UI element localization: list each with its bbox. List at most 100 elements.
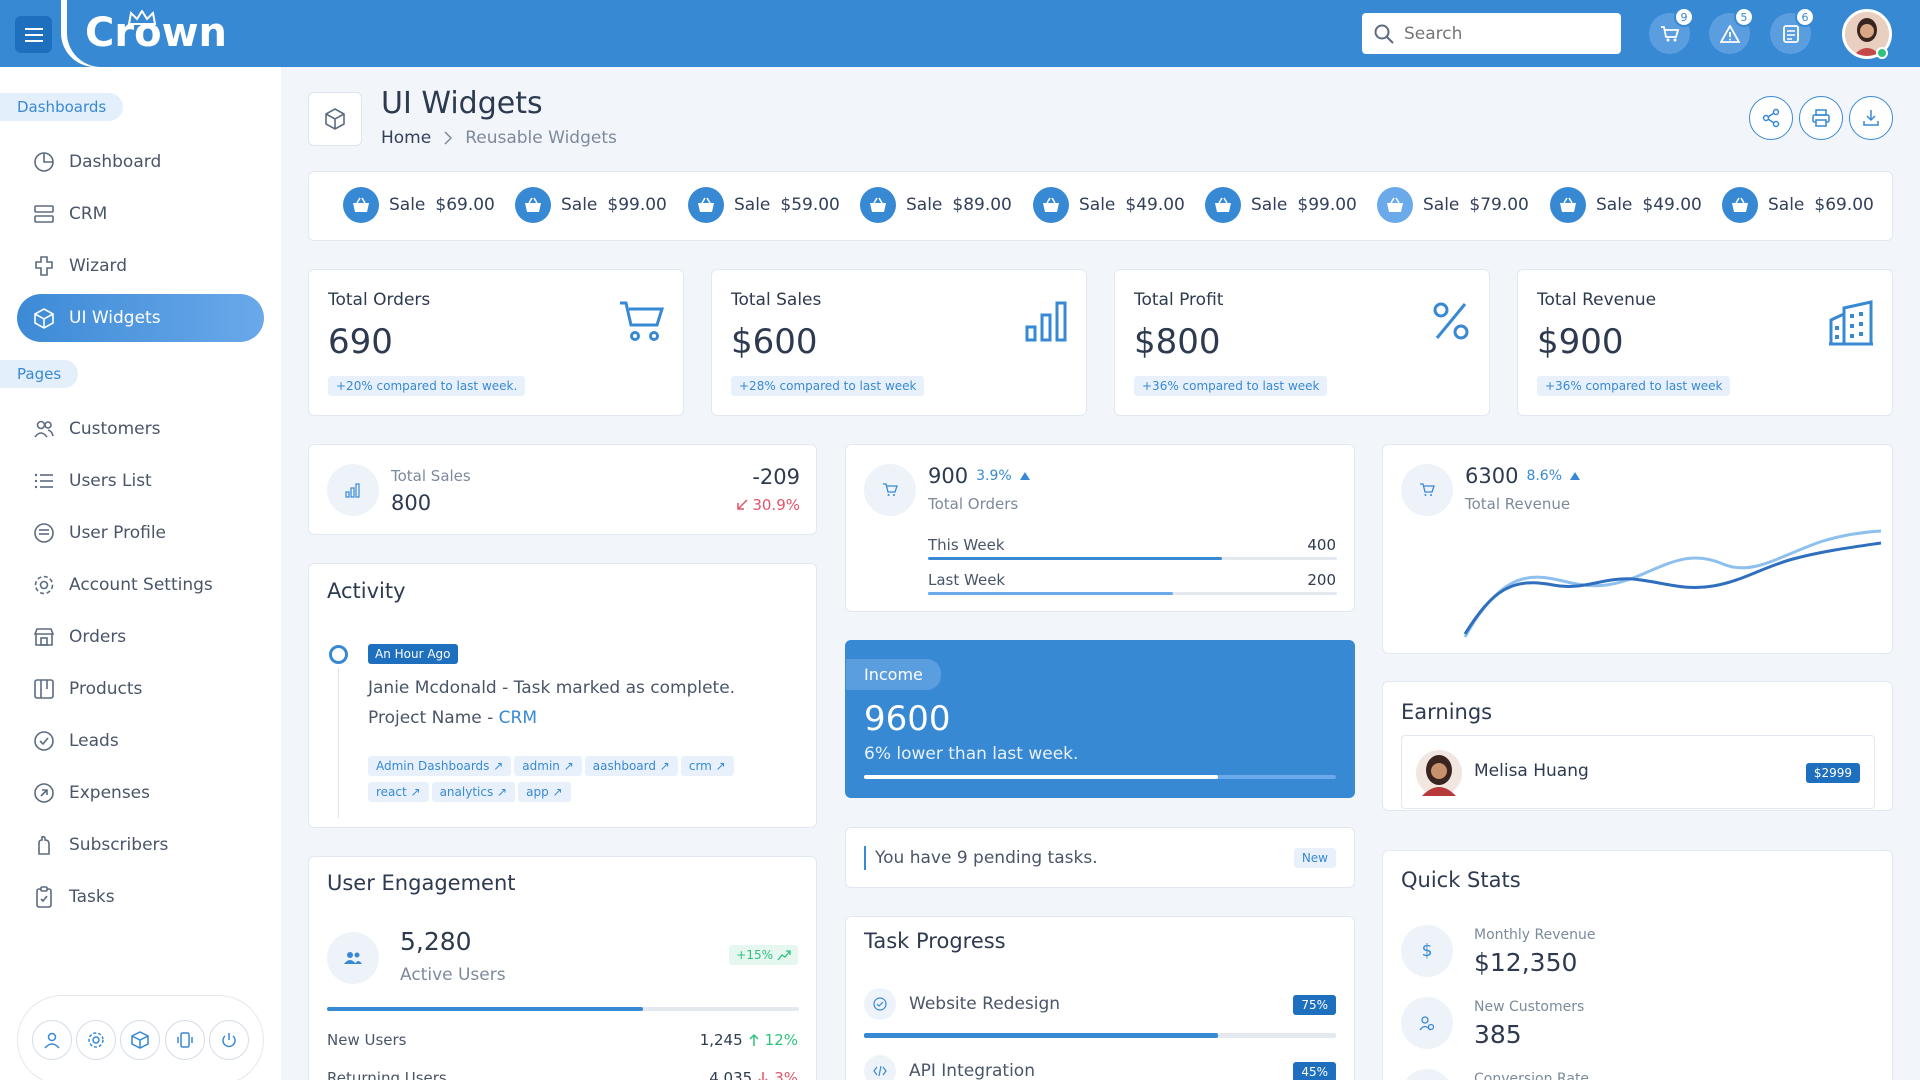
activity-project-label: Project Name - <box>368 708 499 728</box>
app-logo[interactable]: Crown <box>85 10 227 56</box>
sale-item[interactable]: Sale $99.00 <box>1205 187 1357 223</box>
sidebar-item-wizard[interactable]: Wizard <box>17 242 264 290</box>
gear-icon <box>34 575 54 595</box>
activity-tag[interactable]: crm ↗ <box>680 756 734 776</box>
settings-button[interactable] <box>76 1020 117 1060</box>
earnings-row[interactable]: Melisa Huang $2999 <box>1401 735 1875 809</box>
cart-button[interactable]: 9 <box>1649 7 1694 54</box>
activity-project-link[interactable]: CRM <box>498 708 538 728</box>
engagement-pct: +15% <box>736 948 773 962</box>
gear-icon <box>88 1032 105 1048</box>
power-button[interactable] <box>208 1020 249 1060</box>
basket-icon-wrap <box>1033 187 1069 223</box>
sale-item[interactable]: Sale $99.00 <box>515 187 667 223</box>
printer-icon <box>1812 109 1830 127</box>
sale-item[interactable]: Sale $69.00 <box>343 187 495 223</box>
basket-icon <box>1387 197 1403 212</box>
breadcrumb-home[interactable]: Home <box>381 128 432 148</box>
sparkline-series-dark <box>1463 541 1882 635</box>
download-button[interactable] <box>1849 96 1893 140</box>
sidebar-item-leads[interactable]: Leads <box>17 717 264 765</box>
triangle-up-icon <box>1019 472 1030 480</box>
activity-time-badge: An Hour Ago <box>368 644 458 664</box>
revenue-pct: 8.6% <box>1526 468 1563 484</box>
orders-pct: 3.9% <box>976 468 1012 484</box>
orders-value-row: 900 3.9% <box>928 464 1030 488</box>
task-icon-wrap <box>864 988 896 1020</box>
search-box[interactable] <box>1362 13 1621 54</box>
sidebar-item-subscribers[interactable]: Subscribers <box>17 821 264 869</box>
sidebar-item-label: Users List <box>69 471 152 491</box>
task-progress-fill <box>864 1033 1218 1038</box>
sale-label: Sale <box>1423 195 1460 215</box>
sidebar-item-dashboard[interactable]: Dashboard <box>17 138 264 186</box>
sale-item[interactable]: Sale $69.00 <box>1722 187 1874 223</box>
sidebar-item-users-list[interactable]: Users List <box>17 457 264 505</box>
search-input[interactable] <box>1404 23 1594 44</box>
sale-item[interactable]: Sale $89.00 <box>860 187 1012 223</box>
earner-avatar <box>1416 750 1462 796</box>
top-bar: Crown 9 5 6 <box>0 0 1920 67</box>
sale-item[interactable]: Sale $59.00 <box>688 187 840 223</box>
sidebar-item-expenses[interactable]: Expenses <box>17 769 264 817</box>
cart-icon <box>883 483 898 496</box>
sale-label: Sale <box>1079 195 1116 215</box>
sidebar-item-products[interactable]: Products <box>17 665 264 713</box>
sale-label: Sale <box>1596 195 1633 215</box>
stat-value: $600 <box>731 322 818 362</box>
profile-button[interactable] <box>32 1020 73 1060</box>
engagement-pct-badge: +15% <box>729 945 798 965</box>
stat-title: Total Sales <box>731 290 822 310</box>
sale-value: $79.00 <box>1469 195 1529 215</box>
sidebar-item-customers[interactable]: Customers <box>17 405 264 453</box>
vibrate-button[interactable] <box>164 1020 205 1060</box>
task-label: API Integration <box>909 1061 1035 1080</box>
sidebar-item-crm[interactable]: CRM <box>17 190 264 238</box>
sale-item[interactable]: Sale $49.00 <box>1033 187 1185 223</box>
sale-item[interactable]: Sale $49.00 <box>1550 187 1702 223</box>
menu-toggle-button[interactable] <box>15 16 52 53</box>
chevron-right-icon <box>444 131 453 145</box>
store-icon <box>33 628 55 646</box>
sale-value: $59.00 <box>780 195 840 215</box>
sidebar-item-label: Products <box>69 679 143 699</box>
logo-area <box>67 0 277 67</box>
basket-icon-wrap <box>1205 187 1241 223</box>
widgets-button[interactable] <box>120 1020 161 1060</box>
activity-tag[interactable]: app ↗ <box>518 782 571 802</box>
sidebar-item-ui-widgets[interactable]: UI Widgets <box>17 294 264 342</box>
sale-value: $99.00 <box>607 195 667 215</box>
income-progress <box>864 775 1336 779</box>
profile-icon <box>34 523 54 543</box>
sidebar-item-orders[interactable]: Orders <box>17 613 264 661</box>
activity-tag[interactable]: analytics ↗ <box>431 782 516 802</box>
mini-sales-card: Total Sales 800 -209 30.9% <box>308 444 817 535</box>
task-icon-wrap <box>864 1055 896 1080</box>
task-progress-bar <box>864 1033 1336 1038</box>
activity-tag[interactable]: aashboard ↗ <box>584 756 678 776</box>
task-label: Website Redesign <box>909 994 1061 1014</box>
activity-tag[interactable]: Admin Dashboards ↗ <box>368 756 512 776</box>
alerts-button[interactable]: 5 <box>1709 7 1754 54</box>
sidebar-item-account-settings[interactable]: Account Settings <box>17 561 264 609</box>
sales-strip <box>308 171 1893 241</box>
activity-tag[interactable]: react ↗ <box>368 782 429 802</box>
sidebar: Dashboards Dashboard CRM Wizard UI Widge… <box>0 67 281 1080</box>
share-button[interactable] <box>1749 96 1793 140</box>
conversion-icon-wrap <box>1401 1069 1453 1080</box>
timeline-dot <box>329 645 348 664</box>
sidebar-item-user-profile[interactable]: User Profile <box>17 509 264 557</box>
revenue-icon-wrap <box>1401 464 1453 516</box>
stat-title: Total Orders <box>328 290 431 310</box>
sidebar-item-tasks[interactable]: Tasks <box>17 873 264 921</box>
quick-stats-title: Quick Stats <box>1401 868 1521 892</box>
download-icon <box>1863 110 1879 126</box>
activity-tags: Admin Dashboards ↗ admin ↗ aashboard ↗ crm … <box>368 755 788 807</box>
new-users-label: New Users <box>327 1031 407 1049</box>
print-button[interactable] <box>1799 96 1843 140</box>
sale-label: Sale <box>389 195 426 215</box>
notes-button[interactable]: 6 <box>1770 7 1815 54</box>
activity-tag[interactable]: admin ↗ <box>514 756 582 776</box>
stat-card-orders: Total Orders 690 +20% compared to last w… <box>308 269 684 416</box>
sale-item[interactable]: Sale $79.00 <box>1377 187 1529 223</box>
